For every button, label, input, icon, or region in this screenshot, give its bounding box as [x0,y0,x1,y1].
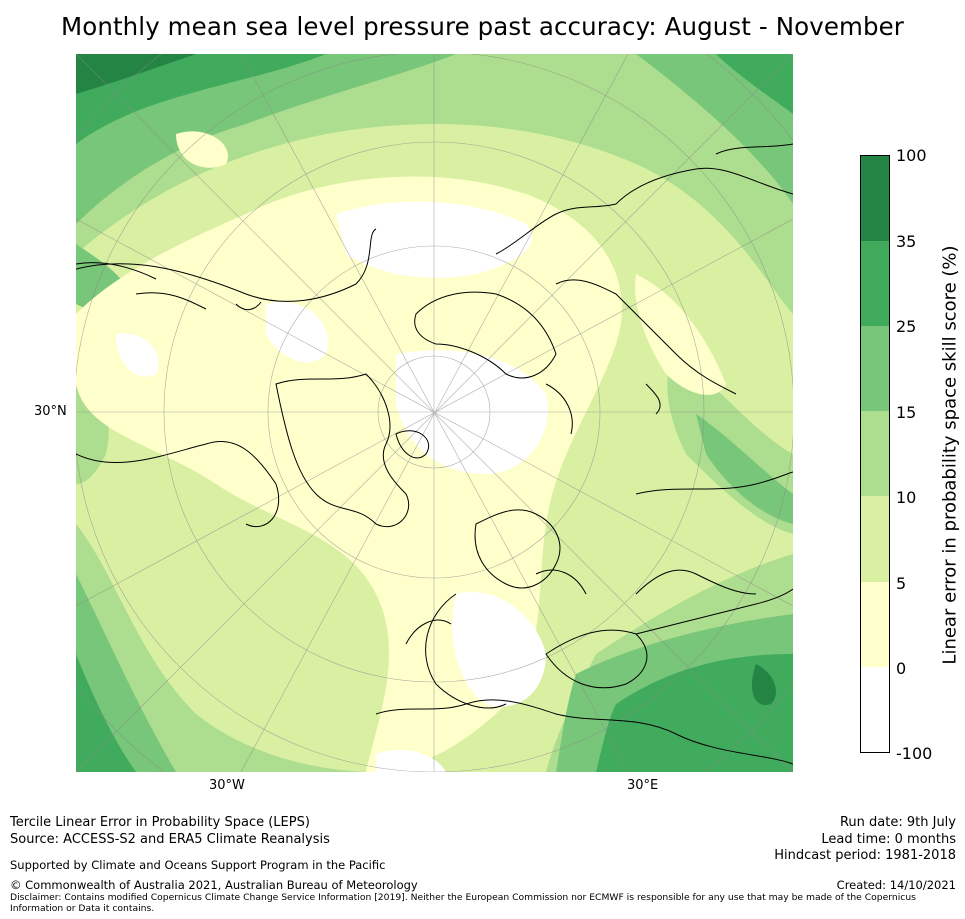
footer-hindcast: Hindcast period: 1981-2018 [774,848,956,863]
footer-run-date: Run date: 9th July [839,815,956,830]
skill-band-25-35 [76,54,793,772]
colorbar-band-5-10 [860,496,890,582]
lon-label-30e: 30°E [627,778,659,793]
colorbar-tick-0: 0 [896,659,907,678]
colorbar-band-10-15 [860,411,890,496]
chart-title: Monthly mean sea level pressure past acc… [61,12,904,41]
footer-lead-time: Lead time: 0 months [821,832,956,847]
colorbar-band-neg100-0 [860,667,890,753]
footer-disclaimer: Disclaimer: Contains modified Copernicus… [10,892,916,914]
colorbar-band-35-100 [860,155,890,241]
colorbar-band-15-25 [860,326,890,411]
colorbar-tick-10: 10 [896,488,917,507]
footer-copyright: © Commonwealth of Australia 2021, Austra… [10,878,418,892]
lon-label-30w: 30°W [209,778,245,793]
footer-method: Tercile Linear Error in Probability Spac… [10,815,310,830]
footer-created: Created: 14/10/2021 [836,878,956,892]
colorbar-band-0-5 [860,582,890,667]
coastlines [76,143,793,765]
colorbar-tick-100: 100 [896,146,927,165]
colorbar-tick-neg100: -100 [896,744,933,763]
colorbar-band-25-35 [860,241,890,326]
colorbar-tick-5: 5 [896,574,907,593]
colorbar-label: Linear error in probability space skill … [939,245,961,665]
polar-map [76,54,793,772]
footer-source: Source: ACCESS-S2 and ERA5 Climate Reana… [10,832,330,847]
colorbar-tick-25: 25 [896,317,917,336]
colorbar-tick-35: 35 [896,232,917,251]
colorbar [860,155,890,753]
lat-label-30n: 30°N [34,404,67,419]
footer-support: Supported by Climate and Oceans Support … [10,858,386,872]
colorbar-tick-15: 15 [896,403,917,422]
